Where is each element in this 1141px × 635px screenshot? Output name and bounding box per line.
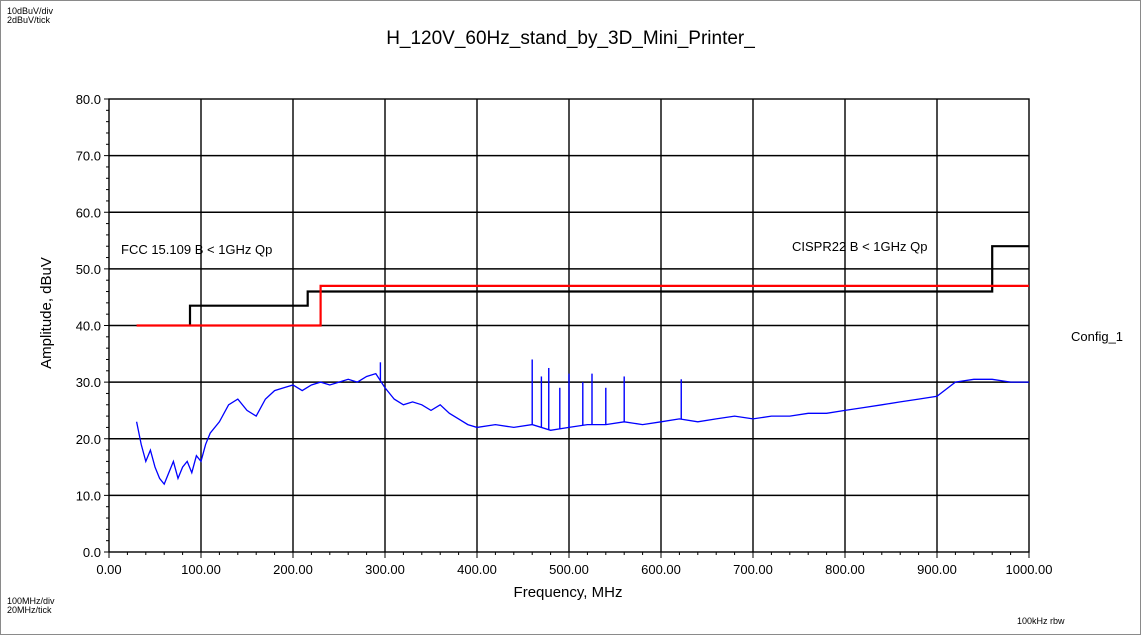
- axis-layer: 0.00 100.00 200.00 300.00 400.00 500.00 600.00…: [76, 92, 1053, 577]
- y-tick-label: 30.0: [76, 375, 101, 390]
- y-tick-label: 50.0: [76, 262, 101, 277]
- x-tick-label: 400.00: [457, 562, 497, 577]
- y-tick-label: 0.0: [83, 545, 101, 560]
- x-tick-label: 800.00: [825, 562, 865, 577]
- y-tick-label: 20.0: [76, 432, 101, 447]
- y-tick-label: 80.0: [76, 92, 101, 107]
- annotation-fcc: FCC 15.109 B < 1GHz Qp: [121, 242, 272, 257]
- series-layer: [135, 245, 1029, 486]
- x-tick-label: 300.00: [365, 562, 405, 577]
- rbw-label: 100kHz rbw: [1017, 616, 1065, 626]
- x-scale-tick: 20MHz/tick: [7, 605, 52, 615]
- x-tick-label: 500.00: [549, 562, 589, 577]
- y-tick-label: 60.0: [76, 205, 101, 220]
- y-scale-div: 10dBuV/div: [7, 6, 54, 16]
- measurement-trace: [135, 372, 1029, 486]
- chart-title: H_120V_60Hz_stand_by_3D_Mini_Printer_: [386, 28, 755, 49]
- y-tick-label: 70.0: [76, 149, 101, 164]
- config-label: Config_1: [1071, 329, 1124, 344]
- cispr-limit-line: [136, 284, 1029, 327]
- x-scale-div: 100MHz/div: [7, 596, 55, 606]
- x-axis-label: Frequency, MHz: [514, 584, 623, 601]
- x-tick-label: 200.00: [273, 562, 313, 577]
- x-tick-label: 900.00: [917, 562, 957, 577]
- y-axis-label: Amplitude, dBuV: [38, 257, 55, 369]
- y-tick-label: 10.0: [76, 488, 101, 503]
- x-tick-label: 600.00: [641, 562, 681, 577]
- y-scale-tick: 2dBuV/tick: [7, 15, 51, 25]
- fcc-limit-line: [188, 245, 1029, 326]
- annotation-cispr: CISPR22 B < 1GHz Qp: [792, 239, 927, 254]
- x-tick-label: 1000.00: [1006, 562, 1053, 577]
- x-tick-label: 0.00: [96, 562, 121, 577]
- y-tick-label: 40.0: [76, 319, 101, 334]
- x-tick-label: 100.00: [181, 562, 221, 577]
- x-tick-label: 700.00: [733, 562, 773, 577]
